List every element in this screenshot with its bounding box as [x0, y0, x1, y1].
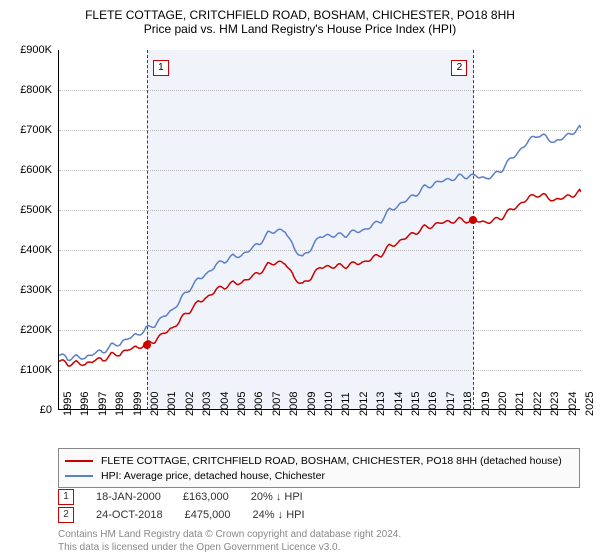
- x-axis-label: 1997: [97, 392, 109, 416]
- x-axis-label: 1995: [62, 392, 74, 416]
- marker-badge-1: 1: [58, 489, 74, 505]
- marker-price-1: £163,000: [183, 491, 229, 503]
- x-axis-label: 2003: [201, 392, 213, 416]
- arrow-down-icon: ↓: [276, 491, 282, 503]
- y-axis-label: £0: [2, 404, 52, 416]
- x-axis-label: 2009: [306, 392, 318, 416]
- marker-table: 1 18-JAN-2000 £163,000 20% ↓ HPI 2 24-OC…: [58, 488, 305, 524]
- y-axis-label: £900K: [2, 44, 52, 56]
- title-block: FLETE COTTAGE, CRITCHFIELD ROAD, BOSHAM,…: [0, 0, 600, 36]
- footer-line-2: This data is licensed under the Open Gov…: [58, 541, 401, 554]
- legend-swatch-1: [65, 460, 93, 462]
- marker-badge-2: 2: [58, 507, 74, 523]
- x-axis-label: 2002: [184, 392, 196, 416]
- chart-container: FLETE COTTAGE, CRITCHFIELD ROAD, BOSHAM,…: [0, 0, 600, 560]
- x-axis-label: 2000: [149, 392, 161, 416]
- x-axis-label: 2024: [567, 392, 579, 416]
- y-axis-label: £300K: [2, 284, 52, 296]
- footer-attribution: Contains HM Land Registry data © Crown c…: [58, 528, 401, 554]
- x-axis-label: 2005: [236, 392, 248, 416]
- x-axis-label: 2007: [271, 392, 283, 416]
- x-axis-label: 2019: [480, 392, 492, 416]
- marker-date-1: 18-JAN-2000: [96, 491, 161, 503]
- legend-box: FLETE COTTAGE, CRITCHFIELD ROAD, BOSHAM,…: [58, 448, 580, 488]
- series-line: [59, 189, 581, 366]
- plot-region: 12: [58, 50, 580, 410]
- x-axis-label: 1998: [114, 392, 126, 416]
- x-axis-label: 1996: [79, 392, 91, 416]
- marker-row-2: 2 24-OCT-2018 £475,000 24% ↓ HPI: [58, 506, 305, 524]
- x-axis-label: 2017: [445, 392, 457, 416]
- series-line: [59, 126, 581, 361]
- x-axis-label: 2010: [323, 392, 335, 416]
- y-axis-label: £700K: [2, 124, 52, 136]
- y-axis-label: £200K: [2, 324, 52, 336]
- legend-item-2: HPI: Average price, detached house, Chic…: [65, 468, 573, 483]
- x-axis-label: 2014: [393, 392, 405, 416]
- x-axis-label: 2018: [462, 392, 474, 416]
- x-axis-label: 2012: [358, 392, 370, 416]
- title-line-1: FLETE COTTAGE, CRITCHFIELD ROAD, BOSHAM,…: [0, 8, 600, 22]
- marker-price-2: £475,000: [185, 509, 231, 521]
- x-axis-label: 2022: [532, 392, 544, 416]
- marker-pct-2: 24% ↓ HPI: [253, 509, 305, 521]
- footer-line-1: Contains HM Land Registry data © Crown c…: [58, 528, 401, 541]
- x-axis-label: 2011: [340, 392, 352, 416]
- x-axis-label: 2006: [253, 392, 265, 416]
- x-axis-label: 2001: [166, 392, 178, 416]
- x-axis-label: 2023: [549, 392, 561, 416]
- legend-swatch-2: [65, 475, 93, 477]
- x-axis-label: 1999: [132, 392, 144, 416]
- marker-row-1: 1 18-JAN-2000 £163,000 20% ↓ HPI: [58, 488, 305, 506]
- x-axis-label: 2025: [584, 392, 596, 416]
- x-axis-label: 2004: [219, 392, 231, 416]
- x-axis-label: 2021: [514, 392, 526, 416]
- line-chart-svg: [59, 50, 581, 410]
- x-axis-label: 2020: [497, 392, 509, 416]
- x-axis-label: 2008: [288, 392, 300, 416]
- y-axis-label: £800K: [2, 84, 52, 96]
- marker-date-2: 24-OCT-2018: [96, 509, 163, 521]
- title-line-2: Price paid vs. HM Land Registry's House …: [0, 22, 600, 36]
- x-axis-label: 2015: [410, 392, 422, 416]
- legend-item-1: FLETE COTTAGE, CRITCHFIELD ROAD, BOSHAM,…: [65, 453, 573, 468]
- arrow-down-icon: ↓: [278, 509, 284, 521]
- x-axis-label: 2013: [375, 392, 387, 416]
- y-axis-label: £600K: [2, 164, 52, 176]
- y-axis-label: £100K: [2, 364, 52, 376]
- y-axis-label: £500K: [2, 204, 52, 216]
- legend-label-1: FLETE COTTAGE, CRITCHFIELD ROAD, BOSHAM,…: [101, 455, 562, 467]
- x-axis-label: 2016: [427, 392, 439, 416]
- chart-area: 12 £0£100K£200K£300K£400K£500K£600K£700K…: [58, 50, 580, 410]
- legend-label-2: HPI: Average price, detached house, Chic…: [101, 470, 325, 482]
- y-axis-label: £400K: [2, 244, 52, 256]
- marker-pct-1: 20% ↓ HPI: [251, 491, 303, 503]
